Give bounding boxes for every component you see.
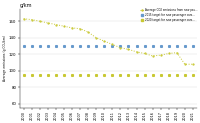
- Legend: Average CO2 emissions from new pas..., 2015 target for new passenger cars..., 20: Average CO2 emissions from new pas..., 2…: [140, 8, 197, 22]
- Y-axis label: Average emissions (g CO₂/km): Average emissions (g CO₂/km): [3, 36, 7, 81]
- Text: g/km: g/km: [20, 3, 32, 8]
